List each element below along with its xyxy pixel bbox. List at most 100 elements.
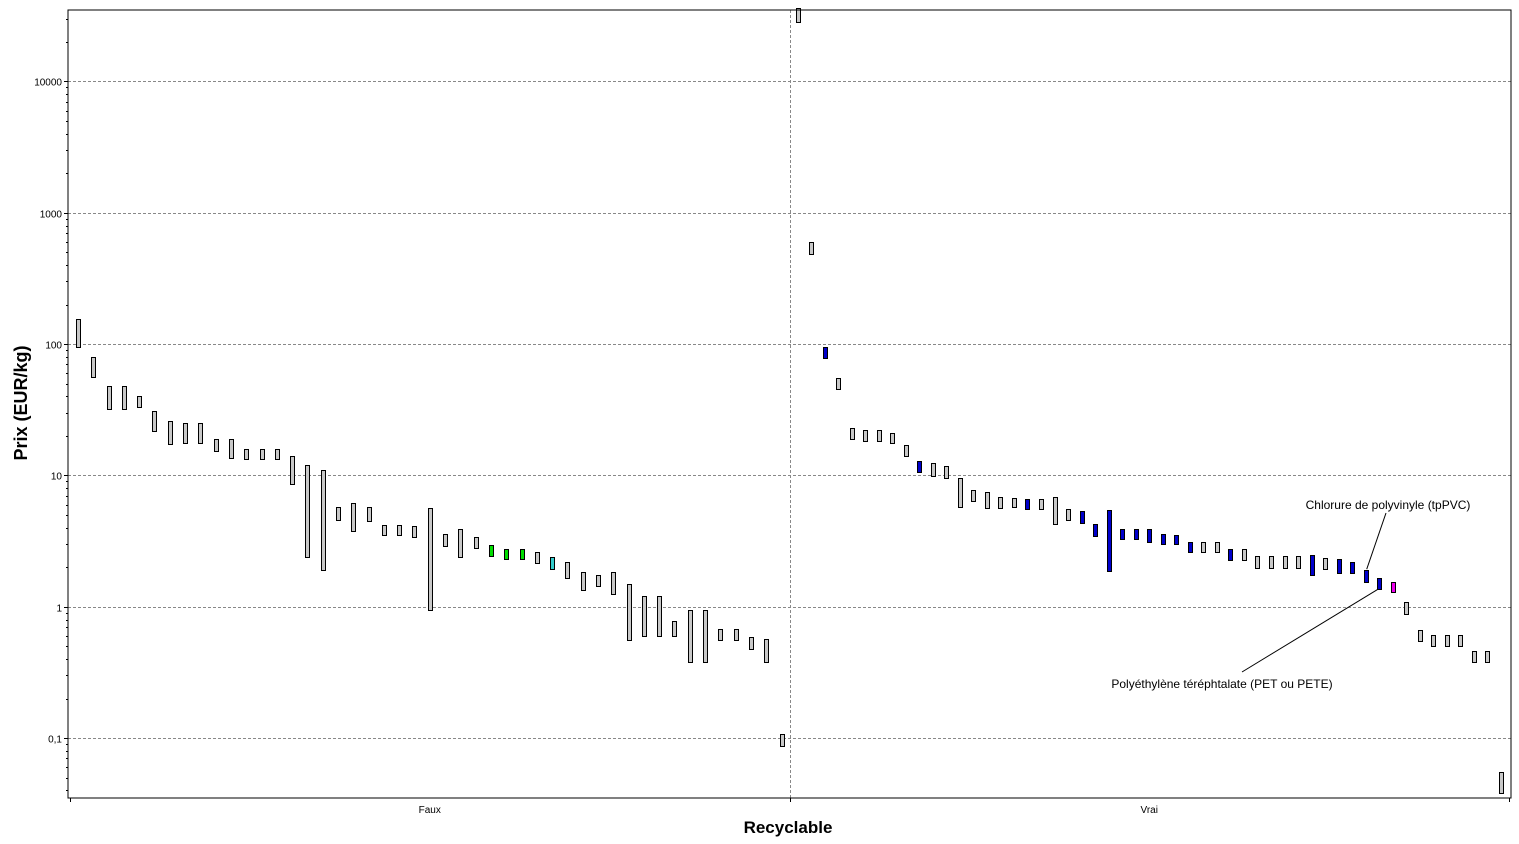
range-bar [985, 492, 990, 509]
range-bar [1093, 524, 1098, 537]
range-bar [703, 610, 708, 663]
bars-layer [76, 8, 1504, 794]
y-tick-label: 10 [51, 472, 63, 483]
range-bar [275, 449, 280, 460]
range-bar [688, 610, 693, 663]
range-bar [367, 507, 372, 522]
range-bar [428, 508, 433, 611]
range-bar [581, 572, 586, 591]
range-bar [321, 470, 326, 571]
range-bar [183, 423, 188, 444]
range-bar [168, 421, 173, 445]
range-bar [336, 507, 341, 521]
range-bar [1269, 556, 1274, 569]
annotation-leader-line [1241, 589, 1378, 673]
range-bar [244, 449, 249, 460]
annotation-label: Polyéthylène téréphtalate (PET ou PETE) [1111, 677, 1332, 691]
range-bar [1323, 558, 1328, 570]
range-bar [1201, 542, 1206, 553]
y-axis-title: Prix (EUR/kg) [11, 345, 31, 460]
range-bar [152, 411, 157, 432]
range-bar [1188, 542, 1193, 553]
range-bar [122, 386, 127, 410]
range-bar [474, 537, 479, 549]
range-bar [1350, 562, 1355, 574]
range-bar [504, 549, 509, 560]
y-tick-label: 0,1 [48, 735, 62, 746]
y-tick-label: 1 [56, 604, 62, 615]
range-bar [877, 430, 882, 442]
range-bar [229, 439, 234, 459]
range-bar [890, 433, 895, 444]
range-bar [734, 629, 739, 641]
range-bar [823, 347, 828, 359]
range-bar [1310, 555, 1315, 576]
range-bar [718, 629, 723, 641]
axes-layer: 0,1 1 10 100 1000 10000 Faux Vrai [34, 9, 1512, 816]
range-bar [998, 497, 1003, 509]
range-bar [764, 639, 769, 663]
range-bar [1066, 509, 1071, 521]
y-tick-label: 10000 [34, 78, 62, 89]
range-bar [931, 463, 936, 477]
range-bar [1107, 510, 1112, 572]
range-bar [458, 529, 463, 558]
range-bar [780, 734, 785, 747]
x-axis-title: Recyclable [744, 818, 833, 837]
range-bar [351, 503, 356, 532]
range-bar [809, 242, 814, 255]
range-bar [1418, 630, 1423, 642]
range-bar [1228, 549, 1233, 561]
range-bar [1025, 499, 1030, 510]
range-bar [1242, 549, 1247, 561]
range-bar [1431, 635, 1436, 647]
range-bar [749, 637, 754, 650]
range-bar [850, 428, 855, 440]
range-bar [1472, 651, 1477, 663]
range-bar [565, 562, 570, 579]
range-bar [412, 526, 417, 538]
range-bar [382, 525, 387, 536]
range-bar [1364, 570, 1369, 583]
range-bar [1174, 535, 1179, 545]
range-bar [944, 466, 949, 479]
range-bar [290, 456, 295, 485]
range-bar [672, 621, 677, 637]
range-bar [1377, 578, 1382, 590]
annotation-label: Chlorure de polyvinyle (tpPVC) [1306, 498, 1471, 512]
range-bar [1337, 559, 1342, 574]
plot-frame [67, 9, 1512, 799]
range-bar [1080, 511, 1085, 524]
range-bar [796, 8, 801, 23]
range-bar [627, 584, 632, 641]
range-bar [863, 430, 868, 442]
range-bar [1404, 602, 1409, 615]
y-tick-label: 100 [45, 341, 62, 352]
range-bar [91, 357, 96, 378]
range-bar [971, 490, 976, 502]
range-bar [550, 557, 555, 570]
range-bar [904, 445, 909, 457]
range-bar [1458, 635, 1463, 647]
range-bar [214, 439, 219, 452]
range-bar [1445, 635, 1450, 647]
range-bar [1161, 534, 1166, 545]
range-bar [657, 596, 662, 637]
range-bar [836, 378, 841, 390]
range-bar [1255, 556, 1260, 569]
range-bar [1134, 529, 1139, 540]
range-bar [1283, 556, 1288, 569]
range-bar [443, 534, 448, 547]
range-bar [1120, 529, 1125, 540]
range-bar [596, 575, 601, 587]
range-bar [1012, 498, 1017, 508]
range-bar [520, 549, 525, 560]
annotation-layer: Chlorure de polyvinyle (tpPVC) Polyéthylè… [1111, 498, 1470, 691]
range-bar [137, 396, 142, 408]
x-tick-label: Vrai [1141, 805, 1158, 816]
range-bar [1485, 651, 1490, 663]
range-bar [1039, 499, 1044, 510]
range-bar [76, 319, 81, 348]
range-bar [642, 596, 647, 637]
